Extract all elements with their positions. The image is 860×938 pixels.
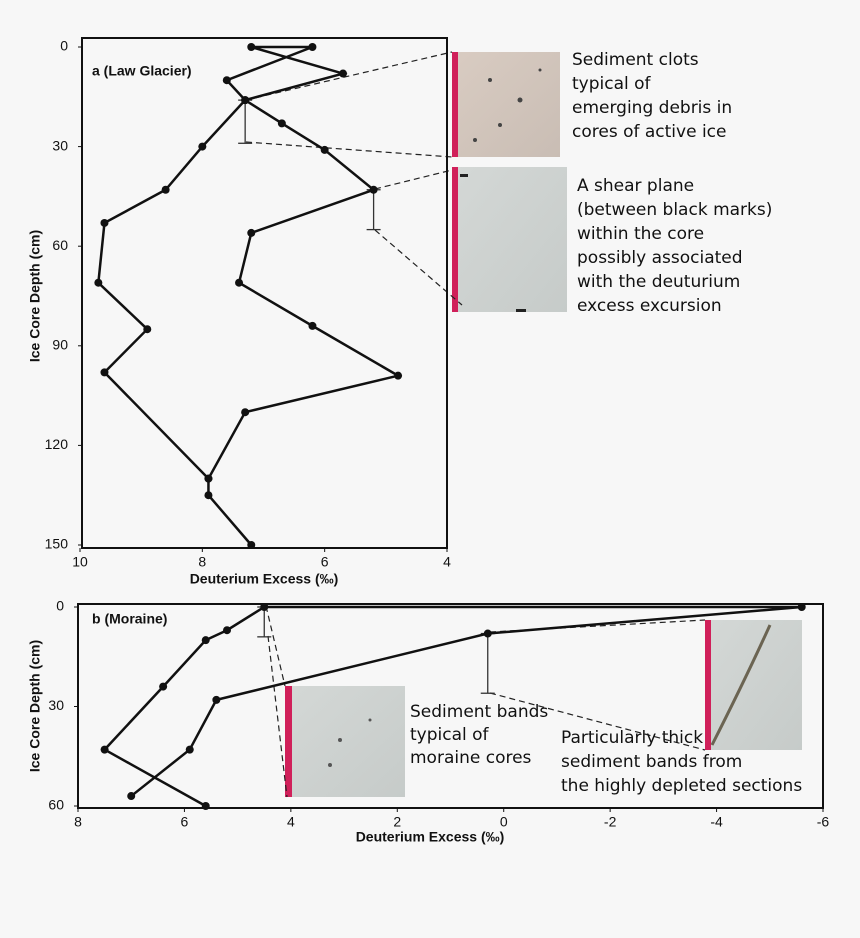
- data-point: [127, 792, 136, 801]
- annotation: cores of active ice: [572, 122, 726, 142]
- x-tick-label: 4: [443, 554, 451, 570]
- data-point: [94, 278, 103, 287]
- data-point: [369, 185, 378, 194]
- photo: [285, 686, 405, 797]
- x-tick-label: 4: [287, 814, 295, 830]
- data-point: [223, 626, 231, 635]
- data-point: [185, 745, 194, 754]
- x-tick-label: 2: [393, 814, 401, 830]
- photo: [452, 52, 560, 157]
- y-tick-label: 0: [60, 38, 68, 54]
- data-point: [241, 96, 250, 105]
- connector: [245, 51, 706, 798]
- data-point: [308, 43, 317, 51]
- x-tick-label: -2: [604, 814, 617, 830]
- x-axis-label: Deuterium Excess (‰): [190, 571, 339, 587]
- x-tick-label: 10: [72, 554, 88, 570]
- data-point: [222, 76, 231, 85]
- data-point: [204, 491, 213, 500]
- data-point: [277, 119, 286, 128]
- annotation: excess excursion: [577, 296, 722, 316]
- x-tick-label: 0: [500, 814, 508, 830]
- panel-label: a (Law Glacier): [92, 63, 192, 79]
- x-tick-label: -4: [710, 814, 723, 830]
- data-point: [159, 682, 168, 691]
- panel-label: b (Moraine): [92, 611, 167, 627]
- data-point: [100, 218, 109, 227]
- annotation: possibly associated: [577, 248, 743, 268]
- data-point: [308, 321, 317, 330]
- annotation: with the deuturium: [577, 272, 740, 292]
- data-point: [143, 325, 152, 334]
- y-axis-label: Ice Core Depth (cm): [27, 640, 43, 772]
- data-point: [339, 69, 348, 78]
- annotation: moraine cores: [410, 748, 532, 768]
- data-point: [247, 43, 256, 51]
- annotation: A shear plane: [577, 176, 694, 196]
- data-point: [161, 185, 170, 194]
- x-axis-label: Deuterium Excess (‰): [356, 829, 505, 845]
- photo: [452, 167, 567, 312]
- data-point: [797, 603, 806, 611]
- data-point: [260, 603, 269, 611]
- data-point: [212, 695, 221, 704]
- annotation: sediment bands from: [561, 752, 742, 772]
- x-tick-label: 6: [181, 814, 189, 830]
- data-point: [483, 629, 492, 638]
- x-tick-label: 6: [321, 554, 329, 570]
- y-tick-label: 120: [45, 436, 69, 452]
- y-tick-label: 60: [52, 237, 68, 253]
- annotation: emerging debris in: [572, 98, 732, 118]
- annotation: Sediment clots: [572, 50, 699, 70]
- annotation: Particularly thick: [561, 728, 703, 748]
- data-point: [247, 541, 256, 549]
- x-tick-label: 8: [198, 554, 206, 570]
- photo: [705, 620, 802, 750]
- data-point: [198, 142, 207, 151]
- y-tick-label: 30: [52, 137, 68, 153]
- data-point: [204, 474, 213, 483]
- data-point: [201, 802, 210, 810]
- data-point: [100, 745, 109, 754]
- x-tick-label: -6: [817, 814, 830, 830]
- y-axis-label: Ice Core Depth (cm): [27, 230, 43, 362]
- annotation: (between black marks): [577, 200, 772, 220]
- data-point: [100, 368, 109, 377]
- data-point: [241, 408, 250, 417]
- data-point: [320, 145, 329, 154]
- annotation: typical of: [410, 725, 490, 745]
- y-tick-label: 90: [52, 337, 68, 353]
- x-tick-label: 8: [74, 814, 82, 830]
- annotation: within the core: [577, 224, 704, 244]
- y-tick-label: 150: [45, 536, 69, 552]
- y-tick-label: 0: [56, 598, 64, 614]
- data-line: [97, 45, 402, 546]
- data-point: [247, 228, 256, 237]
- annotation: Sediment bands: [410, 702, 548, 722]
- plot-frame: [81, 37, 448, 549]
- data-point: [201, 636, 210, 645]
- y-tick-label: 60: [48, 797, 64, 813]
- annotation: the highly depleted sections: [561, 776, 802, 796]
- data-point: [394, 371, 403, 380]
- data-point: [235, 278, 244, 287]
- annotation: typical of: [572, 74, 652, 94]
- y-tick-label: 30: [48, 697, 64, 713]
